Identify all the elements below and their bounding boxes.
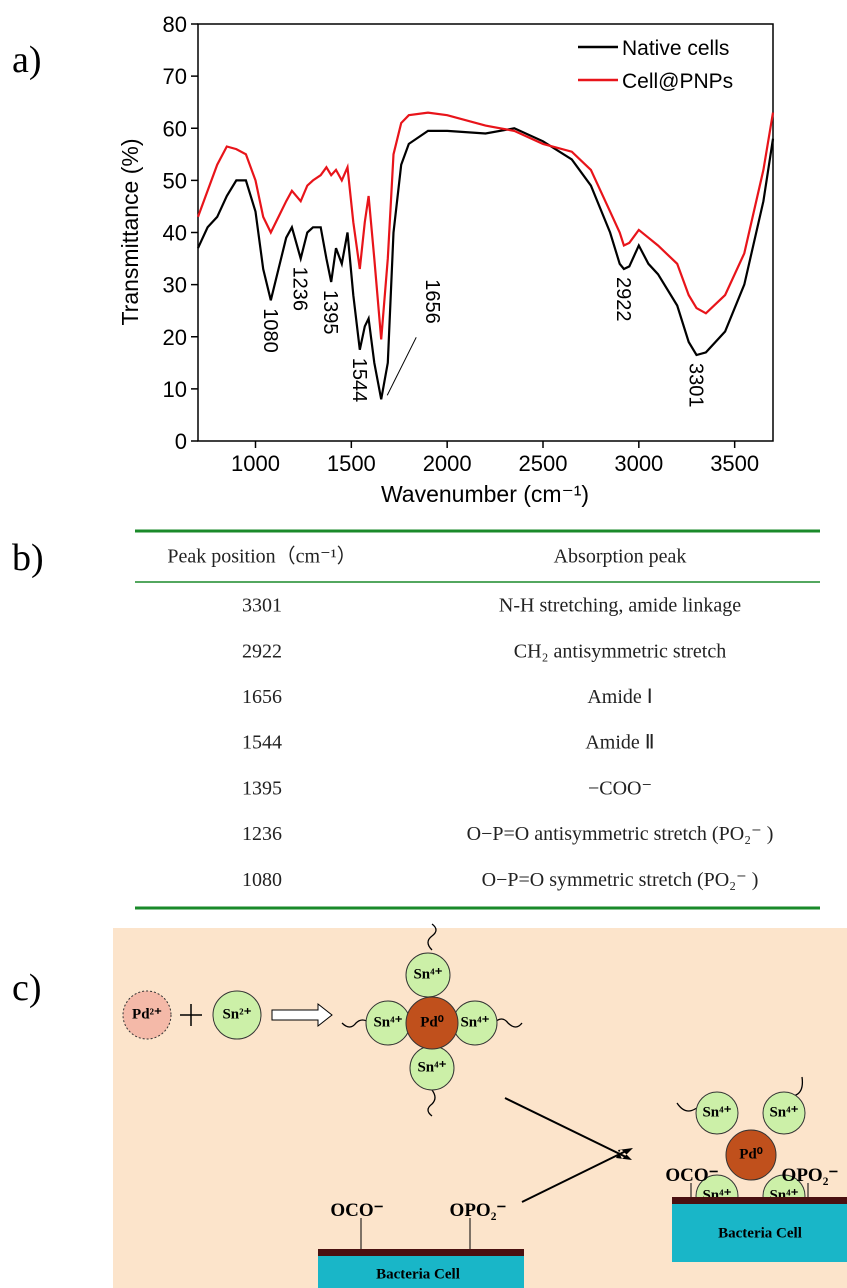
pd-core (405, 996, 459, 1050)
table-cell: 1544 (242, 732, 282, 754)
table-header: Absorption peak (554, 546, 687, 568)
shell-label: Sn⁴⁺ (702, 1104, 731, 1120)
plus (180, 1004, 202, 1026)
series-line (196, 111, 775, 340)
panel-label: a) (12, 39, 42, 81)
chart: 1000 1500 2000 2500 3000 3500 0 10 20 30 40 50 60 70 8… (163, 12, 775, 476)
arrowhead (616, 1148, 633, 1160)
arrow (271, 1002, 333, 1028)
shell-label: Sn⁴⁺ (460, 1014, 489, 1030)
table-cell: 1395 (242, 777, 282, 799)
ion (122, 990, 172, 1040)
bacteria-cell (318, 1256, 524, 1288)
x-tick-label: 2500 (519, 451, 568, 476)
arrow (504, 1097, 629, 1203)
tin-shell (695, 1091, 739, 1135)
series-line (197, 127, 775, 400)
table-cell: 1080 (242, 869, 282, 891)
ligand (341, 923, 523, 1117)
y-tick-label: 70 (163, 64, 187, 89)
tin-shell (762, 1091, 806, 1135)
core-label: Pd⁰ (739, 1146, 763, 1162)
table-cell: Amide Ⅱ (585, 732, 654, 754)
ion-label: Pd²⁺ (132, 1006, 162, 1022)
y-tick-label: 10 (163, 377, 187, 402)
x-tick-label: 1000 (231, 451, 280, 476)
y-tick-label: 30 (163, 273, 187, 298)
panel-label: c) (12, 967, 42, 1009)
table-cell: 3301 (242, 595, 282, 617)
table-cell: Amide Ⅰ (587, 686, 652, 708)
y-tick-label: 60 (163, 116, 187, 141)
table-cell: CH₂ antisymmetric stretch (514, 640, 726, 662)
peak-label: 1236 (289, 267, 311, 312)
table-body: 3301 N-H stretching, amide linkage 2922 CH₂… (242, 595, 773, 891)
table-cell: O−P=O antisymmetric stretch (PO₂⁻ ) (467, 823, 774, 845)
table-cell: 2922 (242, 640, 282, 662)
table-cell: O−P=O symmetric stretch (PO₂⁻ ) (482, 869, 759, 891)
x-axis-label: Wavenumber (cm⁻¹) (381, 481, 589, 507)
diagram: Pd²⁺ Sn²⁺ Pd⁰ Sn⁴⁺ Sn⁴⁺ Sn⁴⁺ Sn⁴⁺ OCO⁻ O… (113, 923, 847, 1288)
table-cell: 1656 (242, 686, 282, 708)
group-label: OPO₂⁻ (450, 1200, 507, 1221)
core-label: Pd⁰ (420, 1014, 444, 1030)
x-tick-label: 3000 (614, 451, 663, 476)
x-tick-label: 2000 (423, 451, 472, 476)
group-label: OCO⁻ (330, 1200, 383, 1221)
y-tick-label: 0 (175, 429, 187, 454)
shell-label: Sn⁴⁺ (417, 1059, 446, 1075)
cell-membrane (672, 1197, 847, 1204)
pd-core (725, 1129, 777, 1181)
y-tick-label: 20 (163, 325, 187, 350)
ligand (676, 1076, 807, 1227)
peak-label: 1544 (348, 358, 370, 403)
cell-membrane (318, 1249, 524, 1256)
shell-label: Sn⁴⁺ (413, 966, 442, 982)
ion-label: Sn²⁺ (222, 1006, 251, 1022)
y-tick-label: 80 (163, 12, 187, 37)
x-tick-label: 1500 (327, 451, 376, 476)
legend-label: Cell@PNPs (622, 70, 733, 93)
peak-label: 1656 (421, 279, 443, 324)
group-label: OPO₂⁻ (782, 1165, 839, 1186)
table-header: Peak position（cm⁻¹） (167, 545, 356, 568)
legend-label: Native cells (622, 37, 729, 60)
peak-arrow (386, 337, 417, 396)
group-label: OCO⁻ (665, 1165, 718, 1186)
shell-label: Sn⁴⁺ (769, 1104, 798, 1120)
cell-label: Bacteria Cell (376, 1266, 460, 1282)
peak-label: 1080 (259, 308, 281, 353)
table-cell: 1236 (242, 823, 282, 845)
table-cell: N-H stretching, amide linkage (499, 595, 741, 617)
x-tick-label: 3500 (710, 451, 759, 476)
y-axis-label: Transmittance (%) (117, 138, 143, 325)
y-tick-label: 40 (163, 221, 187, 246)
y-tick-label: 50 (163, 168, 187, 193)
shell-label: Sn⁴⁺ (373, 1014, 402, 1030)
table: Peak position（cm⁻¹） Absorption peak 3301… (135, 529, 820, 910)
peak-label: 3301 (685, 363, 707, 408)
panel-label: b) (12, 537, 44, 579)
bacteria-cell (672, 1204, 847, 1262)
peak-label: 2922 (612, 277, 634, 322)
cell-label: Bacteria Cell (718, 1225, 802, 1241)
table-cell: −COO⁻ (588, 777, 652, 799)
ion (212, 990, 262, 1040)
peak-label: 1395 (319, 290, 341, 335)
